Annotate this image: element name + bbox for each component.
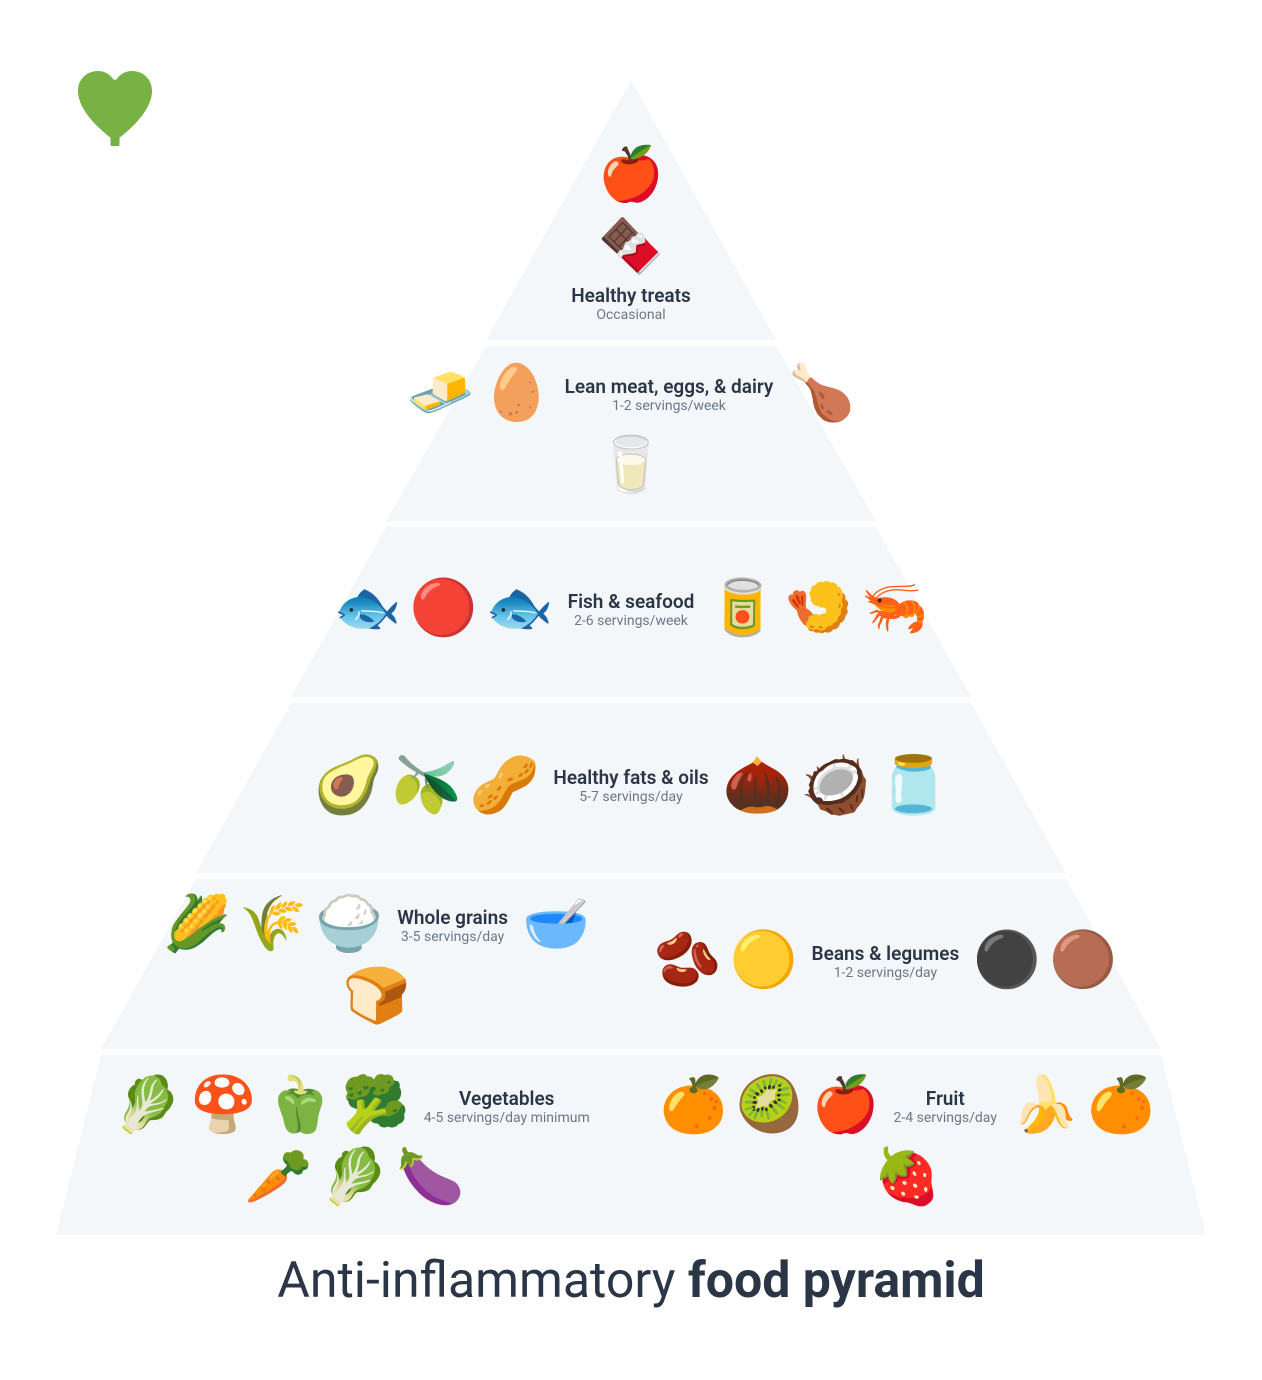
- pyramid-tier-1: 🧈🥚 Lean meat, eggs, & dairy1-2 servings/w…: [56, 346, 1206, 521]
- tier-content: 🥬🍄🫑🥦Vegetables4-5 servings/day minimum🥕🥬…: [79, 1070, 1184, 1214]
- tier-5-left-label: Vegetables4-5 servings/day minimum: [424, 1087, 590, 1126]
- salmon-icon: 🐟: [336, 577, 400, 641]
- fish-fillet-icon: 🍤: [786, 577, 850, 641]
- grapefruit-icon: 🍊: [662, 1074, 726, 1138]
- pyramid-tier-2: 🐟🔴🐟 Fish & seafood2-6 servings/week 🥫🍤🦐: [56, 527, 1206, 697]
- turnip-icon: 🥬: [116, 1074, 180, 1138]
- tier-4-right-label: Beans & legumes1-2 servings/day: [812, 942, 960, 981]
- mushrooms-icon: 🍄: [192, 1074, 256, 1138]
- tier-1-title: Lean meat, eggs, & dairy: [565, 375, 774, 398]
- tier-5-left-title: Vegetables: [424, 1087, 590, 1110]
- food-pyramid: 🍎 🍫 Healthy treatsOccasional 🧈🥚 Lean meat, e…: [56, 80, 1206, 1241]
- tier-3-title: Healthy fats & oils: [553, 766, 708, 789]
- banana-icon: 🍌: [1013, 1074, 1077, 1138]
- cauliflower-icon: 🥦: [344, 1074, 408, 1138]
- pyramid-tier-5: 🥬🍄🫑🥦Vegetables4-5 servings/day minimum🥕🥬…: [56, 1055, 1206, 1235]
- tier-2-subtitle: 2-6 servings/week: [568, 613, 695, 629]
- chicken-meat-icon: 🍗: [789, 363, 853, 427]
- carrot-icon: 🥕: [247, 1146, 311, 1210]
- tier-4-right: 🫘🟡 Beans & legumes1-2 servings/day ⚫🟤: [631, 925, 1140, 997]
- tier-2-label: Fish & seafood2-6 servings/week: [568, 590, 695, 629]
- pyramid-tier-4: 🌽🌾🍚 Whole grains3-5 servings/day 🥣 🍞 🫘🟡 Beans…: [56, 879, 1206, 1049]
- tier-1-label: Lean meat, eggs, & dairy1-2 servings/wee…: [565, 375, 774, 414]
- tier-0-subtitle: Occasional: [571, 307, 691, 323]
- bread-icon: 🍞: [345, 965, 409, 1029]
- eggplant-icon: 🍆: [399, 1146, 463, 1210]
- oatmeal-icon: 🥣: [524, 893, 588, 957]
- coconut-icon: 🥥: [803, 752, 869, 818]
- tier-3-label: Healthy fats & oils5-7 servings/day: [553, 766, 708, 805]
- page-title: Anti-inflammatory food pyramid: [0, 1252, 1262, 1310]
- tier-5-left: 🥬🍄🫑🥦Vegetables4-5 servings/day minimum🥕🥬…: [79, 1070, 632, 1214]
- shrimp-icon: 🦐: [862, 577, 926, 641]
- rice-pile-icon: 🍚: [317, 893, 381, 957]
- tier-0-title: Healthy treats: [571, 284, 691, 307]
- wheat-icon: 🌾: [241, 893, 305, 957]
- title-light: Anti-inflammatory: [277, 1252, 688, 1310]
- title-bold: food pyramid: [688, 1252, 985, 1310]
- sardines-icon: 🥫: [710, 577, 774, 641]
- tier-content: 🐟🔴🐟 Fish & seafood2-6 servings/week 🥫🍤🦐: [305, 573, 958, 645]
- tier-5-right: 🍊🥝🍎Fruit2-4 servings/day🍌🍊🍓: [631, 1070, 1184, 1214]
- tuna-icon: 🔴: [412, 577, 476, 641]
- tier-0-label: Healthy treatsOccasional: [571, 284, 691, 323]
- peppers-icon: 🫑: [268, 1074, 332, 1138]
- tier-content: 🥑🫒🥜 Healthy fats & oils5-7 servings/day 🌰🥥…: [213, 748, 1048, 822]
- avocado-icon: 🥑: [315, 752, 381, 818]
- pyramid-tier-3: 🥑🫒🥜 Healthy fats & oils5-7 servings/day 🌰🥥…: [56, 703, 1206, 873]
- tier-5-right-title: Fruit: [894, 1087, 997, 1110]
- apple-chips-icon: 🍎: [600, 144, 662, 206]
- tier-4-right-title: Beans & legumes: [812, 942, 960, 965]
- orange-icon: 🍊: [1089, 1074, 1153, 1138]
- black-beans-icon: ⚫: [975, 929, 1039, 993]
- tier-split: 🥬🍄🫑🥦Vegetables4-5 servings/day minimum🥕🥬…: [79, 1070, 1184, 1214]
- tier-0-column: 🍎 🍫 Healthy treatsOccasional: [561, 92, 701, 323]
- tier-4-left: 🌽🌾🍚 Whole grains3-5 servings/day 🥣 🍞: [122, 889, 631, 1033]
- tier-5-right-subtitle: 2-4 servings/day: [894, 1110, 997, 1126]
- tier-4-left-title: Whole grains: [397, 906, 508, 929]
- tier-3-subtitle: 5-7 servings/day: [553, 789, 708, 805]
- tier-5-left-subtitle: 4-5 servings/day minimum: [424, 1110, 590, 1126]
- tier-content: 🌽🌾🍚 Whole grains3-5 servings/day 🥣 🍞 🫘🟡 Beans…: [122, 889, 1140, 1033]
- chickpeas-icon: 🟡: [732, 929, 796, 993]
- corn-icon: 🌽: [165, 893, 229, 957]
- dark-chocolate-icon: 🍫: [600, 216, 662, 278]
- kidney-beans-icon: 🫘: [656, 929, 720, 993]
- tier-4-left-label: Whole grains3-5 servings/day: [397, 906, 508, 945]
- strawberry-icon: 🍓: [875, 1146, 939, 1210]
- tier-1-subtitle: 1-2 servings/week: [565, 398, 774, 414]
- olives-icon: 🫒: [393, 752, 459, 818]
- tier-split: 🌽🌾🍚 Whole grains3-5 servings/day 🥣 🍞 🫘🟡 Beans…: [122, 889, 1140, 1033]
- apple-icon: 🍎: [814, 1074, 878, 1138]
- olive-oil-icon: 🫙: [881, 752, 947, 818]
- tier-content: 🍎 🍫 Healthy treatsOccasional: [492, 92, 770, 323]
- tier-4-left-subtitle: 3-5 servings/day: [397, 929, 508, 945]
- tier-content: 🧈🥚 Lean meat, eggs, & dairy1-2 servings/w…: [396, 359, 866, 503]
- yogurt-icon: 🥛: [599, 435, 663, 499]
- pyramid-tier-0: 🍎 🍫 Healthy treatsOccasional: [56, 80, 1206, 340]
- butter-icon: 🧈: [409, 363, 473, 427]
- spinach-icon: 🥬: [323, 1146, 387, 1210]
- whole-fish-icon: 🐟: [488, 577, 552, 641]
- almonds-icon: 🌰: [725, 752, 791, 818]
- eggs-icon: 🥚: [485, 363, 549, 427]
- lentils-icon: 🟤: [1051, 929, 1115, 993]
- tier-4-right-subtitle: 1-2 servings/day: [812, 965, 960, 981]
- mixed-nuts-icon: 🥜: [471, 752, 537, 818]
- tier-5-right-label: Fruit2-4 servings/day: [894, 1087, 997, 1126]
- tier-2-title: Fish & seafood: [568, 590, 695, 613]
- kiwi-icon: 🥝: [738, 1074, 802, 1138]
